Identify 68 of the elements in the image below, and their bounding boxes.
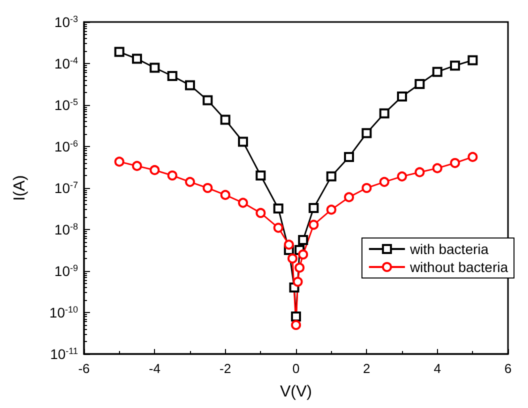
point <box>185 176 195 187</box>
x-tick-label: 4 <box>434 361 441 376</box>
point <box>294 262 305 273</box>
y-tick-label: 10$^{-4}$ <box>54 56 78 72</box>
point <box>150 165 160 176</box>
point <box>344 192 354 202</box>
point <box>202 183 213 193</box>
point <box>284 240 294 250</box>
point <box>132 160 142 171</box>
point <box>414 167 425 178</box>
point <box>220 190 230 200</box>
y-tick-label: 10$^{-3}$ <box>54 14 78 30</box>
y-axis-title: I(A) <box>12 175 28 201</box>
point <box>220 114 230 125</box>
y-tick-label: 10$^{-5}$ <box>54 97 78 113</box>
point <box>256 170 266 181</box>
point <box>292 276 303 287</box>
point <box>150 62 160 73</box>
point <box>298 249 308 260</box>
legend-label: without bacteria <box>408 259 508 275</box>
x-tick-label: -4 <box>148 361 160 376</box>
point <box>432 163 442 174</box>
x-tick-label: 6 <box>504 361 512 376</box>
point <box>114 46 124 57</box>
point <box>291 312 301 322</box>
y-tick-label: 10$^{-10}$ <box>49 304 78 320</box>
y-tick-label: 10$^{-9}$ <box>54 263 78 279</box>
legend-label: with bacteria <box>408 241 489 257</box>
point <box>132 54 142 64</box>
point <box>308 202 319 213</box>
x-tick-label: -2 <box>220 361 232 376</box>
y-tick-label: 10$^{-11}$ <box>50 346 78 362</box>
point <box>468 55 478 66</box>
point <box>114 156 124 167</box>
x-tick-label: 0 <box>292 361 300 376</box>
point <box>273 222 284 233</box>
point <box>326 204 336 215</box>
point <box>450 158 460 168</box>
point <box>450 60 460 71</box>
point <box>185 80 195 90</box>
point <box>238 136 248 147</box>
point <box>291 320 301 330</box>
y-tick-label: 10$^{-8}$ <box>54 222 78 238</box>
x-tick-label: -6 <box>78 361 90 376</box>
point <box>273 204 284 214</box>
x-tick-label: 2 <box>363 361 370 376</box>
point <box>308 220 319 230</box>
x-axis-title: V(V) <box>280 384 312 400</box>
point <box>344 152 354 162</box>
point <box>298 234 308 245</box>
point <box>238 198 248 208</box>
point <box>432 66 442 77</box>
point <box>167 70 178 81</box>
point <box>362 128 372 138</box>
point <box>202 95 213 106</box>
point <box>379 176 390 187</box>
point <box>167 170 178 181</box>
y-tick-label: 10$^{-6}$ <box>54 138 78 154</box>
point <box>379 108 390 118</box>
point <box>414 79 425 90</box>
point <box>362 183 372 193</box>
point <box>287 254 298 264</box>
point <box>468 152 478 162</box>
point <box>397 92 407 102</box>
y-tick-label: 10$^{-7}$ <box>54 180 78 196</box>
point <box>326 171 336 182</box>
point <box>256 208 266 218</box>
point <box>397 171 407 182</box>
